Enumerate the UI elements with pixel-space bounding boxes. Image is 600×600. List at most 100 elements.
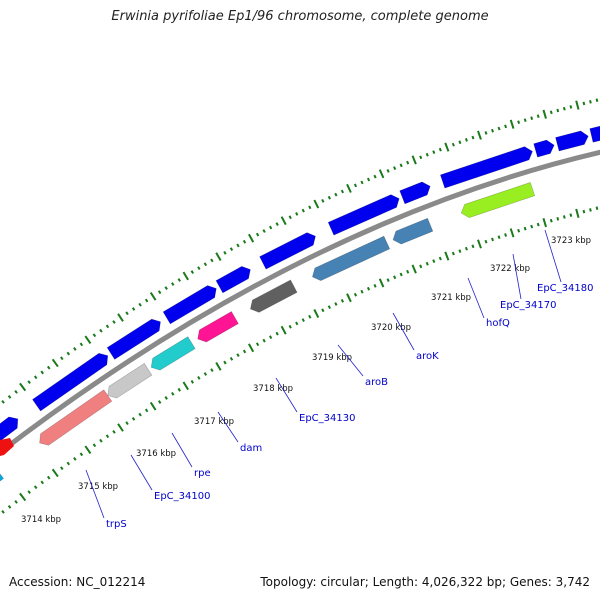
scale-tick	[268, 225, 273, 230]
gene-label-epc-34170[interactable]: EpC_34170	[500, 300, 556, 311]
scale-tick	[229, 356, 234, 361]
gene-label-epc-34180[interactable]: EpC_34180	[537, 283, 593, 294]
scale-tick	[438, 147, 442, 152]
scale-tick	[549, 110, 553, 115]
scale-tick	[105, 324, 110, 329]
scale-tick	[197, 266, 201, 271]
scale-tick	[275, 222, 279, 226]
scale-tick	[444, 142, 450, 152]
map-title: Erwinia pyrifoliae Ep1/96 chromosome, co…	[111, 9, 489, 24]
scale-tick	[444, 251, 450, 261]
inner-tick-ring	[1, 206, 599, 514]
reverse-gene-arrow	[460, 182, 536, 219]
gene-label-arob[interactable]: aroB	[365, 377, 388, 388]
gene-label-epc-34130[interactable]: EpC_34130	[299, 413, 355, 424]
scale-tick	[595, 98, 599, 102]
forward-gene-arrow	[259, 232, 316, 270]
scale-tick	[353, 183, 358, 188]
scale-tick	[73, 457, 77, 461]
scale-tick	[7, 505, 12, 509]
gene-label-hofq[interactable]: hofQ	[486, 318, 510, 329]
scale-tick	[177, 387, 181, 392]
scale-tick	[275, 331, 279, 336]
scale-tick	[327, 305, 331, 309]
scale-tick	[99, 438, 103, 443]
scale-tick	[33, 485, 38, 490]
scale-tick	[411, 155, 417, 165]
scale-label: 3719 kbp	[312, 353, 352, 363]
scale-tick	[112, 429, 116, 434]
scale-tick	[92, 443, 97, 448]
scale-tick	[523, 118, 527, 122]
leader-line	[512, 253, 522, 300]
scale-tick	[321, 198, 325, 203]
scale-tick	[432, 259, 436, 263]
scale-tick	[497, 126, 501, 131]
scale-tick	[19, 492, 27, 502]
reverse-gene-arrow	[392, 217, 434, 245]
scale-tick	[117, 313, 124, 322]
scale-tick	[182, 271, 189, 281]
outer-tick-ring	[1, 98, 599, 404]
forward-gene-arrow	[555, 130, 589, 152]
scale-tick	[562, 215, 566, 219]
scale-tick	[360, 180, 364, 185]
scale-tick	[313, 199, 320, 209]
scale-tick	[248, 233, 255, 243]
scale-label: 3717 kbp	[194, 417, 234, 427]
gene-label-arok[interactable]: aroK	[416, 351, 439, 362]
scale-tick	[556, 108, 560, 113]
scale-tick	[288, 215, 292, 220]
scale-label: 3718 kbp	[253, 384, 293, 394]
scale-tick	[112, 320, 116, 324]
scale-tick	[334, 192, 338, 197]
scale-tick	[504, 124, 508, 129]
scale-tick	[280, 216, 287, 226]
scale-tick	[353, 292, 358, 297]
scale-tick	[484, 131, 488, 135]
scale-tick	[295, 212, 299, 216]
scale-tick	[582, 101, 586, 106]
scale-tick	[223, 250, 227, 255]
scale-tick	[131, 416, 136, 421]
forward-gene-arrow	[327, 194, 400, 236]
leader-line	[467, 277, 485, 319]
scale-tick	[14, 500, 18, 504]
gene-label-trps[interactable]: trpS	[106, 519, 127, 530]
forward-gene-arrow	[399, 181, 431, 205]
scale-tick	[530, 224, 534, 229]
gene-label-dam[interactable]: dam	[240, 443, 262, 454]
scale-tick	[419, 155, 423, 160]
leader-line	[337, 344, 364, 377]
scale-tick	[255, 342, 260, 347]
scale-tick	[334, 302, 338, 306]
leader-line	[130, 454, 153, 491]
leader-line	[392, 312, 415, 351]
scale-tick	[509, 119, 515, 129]
leader-line	[544, 229, 562, 283]
forward-gene-arrow	[589, 125, 600, 143]
scale-tick	[301, 208, 305, 213]
scale-tick	[99, 328, 103, 333]
scale-tick	[393, 275, 397, 280]
scale-tick	[497, 235, 501, 240]
scale-tick	[27, 490, 31, 494]
scale-tick	[425, 261, 429, 266]
scale-tick	[346, 183, 352, 193]
scale-tick	[125, 311, 129, 316]
scale-tick	[432, 150, 436, 154]
gene-label-rpe[interactable]: rpe	[194, 468, 211, 479]
leader-line	[217, 411, 239, 443]
scale-tick	[308, 205, 312, 210]
scale-tick	[504, 233, 508, 237]
scale-tick	[84, 445, 92, 455]
scale-tick	[197, 376, 201, 380]
scale-label: 3716 kbp	[136, 449, 176, 459]
scale-tick	[477, 239, 482, 249]
gene-label-epc-34100[interactable]: EpC_34100	[154, 491, 210, 502]
scale-tick	[182, 381, 189, 391]
scale-tick	[301, 318, 305, 322]
scale-tick	[40, 370, 44, 375]
scale-tick	[190, 270, 194, 274]
